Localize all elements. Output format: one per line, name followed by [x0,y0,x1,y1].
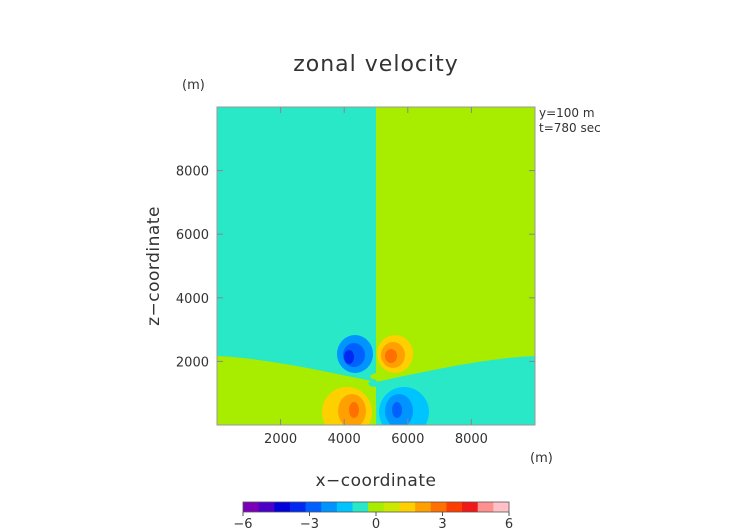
colorbar-tick-label: 0 [372,517,380,532]
colorbar-swatch [305,502,322,512]
y-axis-title: z−coordinate [144,206,164,326]
central-wisp-2 [368,380,380,387]
x-tick-label: 2000 [264,432,297,447]
chart-title: zonal velocity [293,52,459,77]
colorbar-swatch [399,502,416,512]
vortex-upper-left [337,335,373,373]
y-unit-label: (m) [182,78,205,93]
x-axis-title: x−coordinate [316,471,437,491]
y-tick-label: 6000 [176,228,209,243]
annotation-time: t=780 sec [539,121,601,135]
colorbar-swatch [368,502,385,512]
y-tick-label: 2000 [176,355,209,370]
colorbar-swatch [258,502,275,512]
colorbar-swatch [289,502,307,512]
colorbar-swatch [493,502,510,512]
vortex-lower-right [379,387,429,425]
y-tick-label: 8000 [176,165,209,180]
annotation-y-position: y=100 m [539,106,595,120]
plot-frame [216,106,536,426]
colorbar-swatch [430,502,447,512]
y-tick-label: 4000 [176,292,209,307]
colorbar-tick-label: 3 [438,517,446,532]
colorbar-swatch [415,502,432,512]
plot-area [217,107,535,425]
colorbar-swatch [383,502,400,512]
y-axis: 2000 4000 6000 8000 [176,165,535,370]
colorbar-swatch [321,502,338,512]
colorbar-tick-label: 6 [505,517,513,532]
x-axis: 2000 4000 6000 8000 [264,107,488,447]
colorbar-tick-label: −6 [233,517,252,532]
colorbar-swatch [274,502,291,512]
x-tick-label: 8000 [455,432,488,447]
x-tick-label: 4000 [328,432,361,447]
colorbar-swatch [477,502,494,512]
colorbar-swatch [243,502,260,512]
x-tick-label: 6000 [391,432,424,447]
colorbar-swatch [462,502,479,512]
colorbar-swatch [352,502,369,512]
x-unit-label: (m) [530,451,553,466]
vortex-upper-right [377,335,413,373]
colorbar-swatch [446,502,463,512]
colorbar-swatch [336,502,354,512]
central-wisp [370,373,382,380]
colorbar: −6 −3 0 3 6 [233,501,513,532]
colorbar-tick-label: −3 [300,517,319,532]
vortex-lower-left [322,387,372,425]
